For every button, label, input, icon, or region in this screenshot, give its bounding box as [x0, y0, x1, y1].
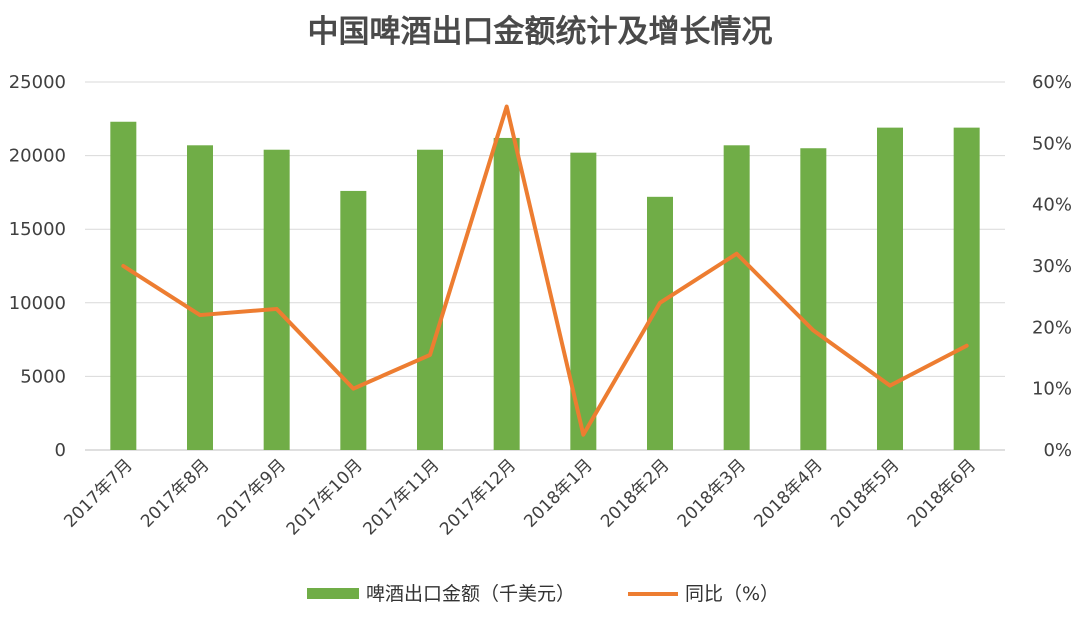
chart-title: 中国啤酒出口金额统计及增长情况: [308, 14, 773, 50]
left-tick-label: 5000: [20, 366, 66, 387]
left-tick-label: 15000: [9, 219, 66, 240]
x-tick-label: 2017年11月: [359, 455, 443, 539]
left-tick-label: 10000: [9, 293, 66, 314]
legend-bar-swatch: [307, 588, 359, 599]
bar: [953, 127, 980, 450]
legend: 啤酒出口金额（千美元） 同比（%）: [307, 583, 779, 605]
bar: [340, 190, 367, 451]
legend-line-label: 同比（%）: [685, 583, 779, 605]
left-axis: 0 5000 10000 15000 20000 25000: [9, 72, 66, 461]
right-tick-label: 40%: [1032, 195, 1072, 216]
bar: [263, 149, 290, 450]
gridlines: [85, 81, 1005, 451]
x-tick-label: 2018年3月: [674, 455, 750, 531]
right-tick-label: 50%: [1032, 133, 1072, 154]
x-tick-label: 2017年9月: [214, 455, 290, 531]
right-tick-label: 20%: [1032, 317, 1072, 338]
x-tick-label: 2017年7月: [60, 455, 136, 531]
bar: [417, 149, 443, 450]
x-axis: 2017年7月 2017年8月 2017年9月2017年10月2017年11月201…: [60, 455, 980, 539]
bar: [187, 145, 213, 450]
x-tick-label: 2018年4月: [750, 455, 826, 531]
x-tick-label: 2017年8月: [137, 455, 213, 531]
bar: [570, 152, 597, 450]
bar: [110, 121, 137, 450]
left-tick-label: 25000: [9, 72, 66, 93]
bar: [800, 148, 827, 451]
bar: [647, 196, 673, 450]
bar-series: [110, 121, 980, 451]
bar: [723, 145, 750, 450]
left-tick-label: 0: [55, 440, 66, 461]
right-tick-label: 30%: [1032, 256, 1072, 277]
left-tick-label: 20000: [9, 146, 66, 167]
right-tick-label: 10%: [1032, 379, 1072, 400]
series-line: [121, 104, 969, 437]
x-tick-label: 2018年2月: [597, 455, 673, 531]
x-tick-label: 2018年5月: [827, 455, 903, 531]
x-tick-label: 2018年6月: [904, 455, 980, 531]
right-tick-label: 60%: [1032, 72, 1072, 93]
x-tick-label: 2018年1月: [520, 455, 596, 531]
legend-bar-label: 啤酒出口金额（千美元）: [366, 583, 575, 605]
line-series: [121, 104, 969, 437]
x-tick-label: 2017年10月: [283, 455, 367, 539]
bar: [877, 127, 903, 450]
x-tick-label: 2017年12月: [436, 455, 520, 539]
right-axis: 0% 10% 20% 30% 40% 50% 60%: [1032, 72, 1072, 461]
bar: [493, 137, 520, 450]
right-tick-label: 0%: [1043, 440, 1072, 461]
